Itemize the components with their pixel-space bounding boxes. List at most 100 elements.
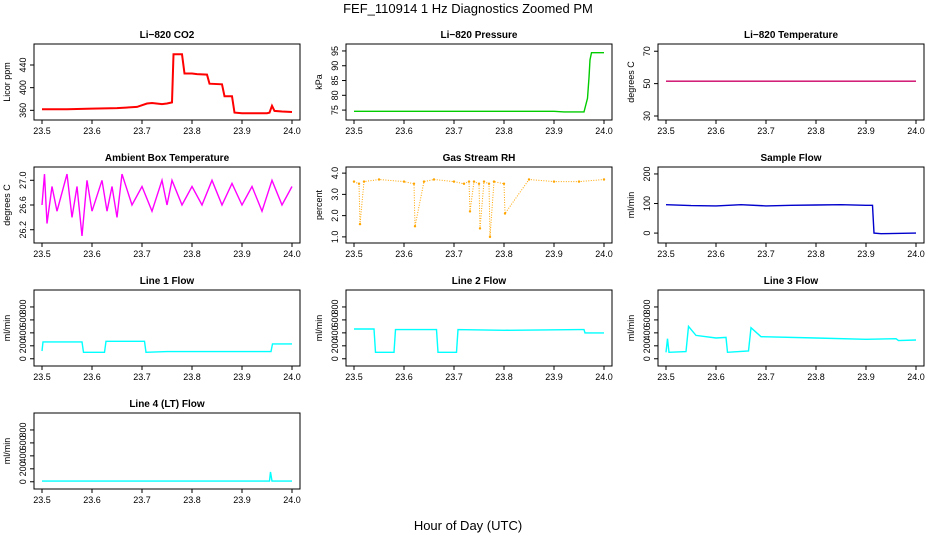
x-axis-title: Hour of Day (UTC) xyxy=(413,518,523,533)
x-tick-label: 23.8 xyxy=(183,372,201,382)
y-tick-label: 0 xyxy=(18,479,28,484)
data-point xyxy=(577,180,581,183)
y-axis-label: ml/min xyxy=(2,438,12,465)
panel-2: Li−820 Pressure kPa 23.5 23.6 23.7 23.8 23.9 24… xyxy=(314,30,613,136)
panel-10: Line 4 (LT) Flow ml/min 23.5 23.6 23.7 23.8 23… xyxy=(2,399,301,505)
x-tick-label: 23.9 xyxy=(233,249,251,259)
y-tick-label: 800 xyxy=(18,422,28,437)
data-point xyxy=(422,180,426,183)
y-tick-label: 800 xyxy=(642,299,652,314)
y-tick-label: 100 xyxy=(642,196,652,211)
y-tick-label: 3.0 xyxy=(330,188,340,201)
x-tick-label: 23.9 xyxy=(233,372,251,382)
data-point xyxy=(358,222,362,226)
y-tick-label: 800 xyxy=(18,299,28,314)
x-tick-label: 23.7 xyxy=(445,249,463,259)
x-tick-label: 23.8 xyxy=(807,126,825,136)
x-tick-label: 24.0 xyxy=(595,126,613,136)
y-tick-label: 0 xyxy=(642,356,652,361)
x-tick-label: 23.8 xyxy=(183,126,201,136)
y-tick-label: 70 xyxy=(642,46,652,56)
x-tick-label: 23.5 xyxy=(33,495,51,505)
y-axis-label: ml/min xyxy=(2,315,12,342)
x-tick-label: 23.9 xyxy=(857,126,875,136)
plot-frame xyxy=(657,43,925,121)
x-tick-label: 24.0 xyxy=(907,126,925,136)
y-tick-label: 360 xyxy=(18,103,28,118)
series-line xyxy=(665,203,917,235)
x-tick-label: 23.7 xyxy=(133,126,151,136)
x-tick-label: 23.5 xyxy=(33,372,51,382)
x-tick-label: 23.8 xyxy=(495,372,513,382)
panel-9: Line 3 Flow ml/min 23.5 23.6 23.7 23.8 23.9 24.… xyxy=(626,276,925,382)
x-tick-label: 24.0 xyxy=(595,249,613,259)
x-tick-label: 23.6 xyxy=(83,249,101,259)
x-tick-label: 23.9 xyxy=(233,495,251,505)
y-tick-label: 4.0 xyxy=(330,167,340,180)
y-tick-label: 50 xyxy=(642,79,652,89)
data-point xyxy=(477,182,481,185)
y-tick-label: 600 xyxy=(330,312,340,327)
panel-title: Line 1 Flow xyxy=(140,276,195,287)
plot-frame xyxy=(33,412,301,490)
x-tick-label: 23.8 xyxy=(183,249,201,259)
y-tick-label: 400 xyxy=(642,325,652,340)
x-tick-label: 23.5 xyxy=(657,249,675,259)
data-point xyxy=(478,227,482,230)
y-tick-label: 200 xyxy=(642,338,652,353)
data-point xyxy=(377,178,381,181)
plot-frame xyxy=(345,166,613,244)
x-tick-label: 24.0 xyxy=(283,126,301,136)
series-line xyxy=(42,471,292,482)
y-tick-label: 200 xyxy=(18,461,28,476)
x-tick-label: 23.9 xyxy=(545,249,563,259)
panel-title: Line 2 Flow xyxy=(452,276,507,287)
panel-7: Line 1 Flow ml/min 23.5 23.6 23.7 23.8 23.9 24.… xyxy=(2,276,301,382)
x-tick-label: 23.7 xyxy=(133,372,151,382)
data-point xyxy=(462,182,466,185)
x-tick-label: 23.7 xyxy=(133,495,151,505)
plot-frame xyxy=(657,166,925,244)
y-axis-label: ml/min xyxy=(626,315,636,342)
plot-frame xyxy=(345,43,613,121)
x-tick-label: 23.5 xyxy=(345,249,363,259)
y-axis-label: ml/min xyxy=(314,315,324,342)
data-point xyxy=(357,182,361,185)
x-tick-label: 24.0 xyxy=(283,495,301,505)
series-line xyxy=(354,52,604,113)
data-point xyxy=(362,180,366,183)
x-tick-label: 23.6 xyxy=(707,126,725,136)
panel-title: Li−820 Temperature xyxy=(744,30,838,41)
x-tick-label: 24.0 xyxy=(283,372,301,382)
y-tick-label: 0 xyxy=(330,356,340,361)
x-tick-label: 23.8 xyxy=(807,372,825,382)
data-point xyxy=(502,182,506,185)
plot-frame xyxy=(657,289,925,367)
y-tick-label: 400 xyxy=(330,325,340,340)
x-tick-label: 23.8 xyxy=(495,126,513,136)
x-tick-label: 23.8 xyxy=(807,249,825,259)
x-tick-label: 24.0 xyxy=(907,372,925,382)
y-tick-label: 200 xyxy=(330,338,340,353)
y-tick-label: 600 xyxy=(18,312,28,327)
data-point xyxy=(413,225,417,228)
data-point xyxy=(487,182,491,185)
y-axis-label: Licor ppm xyxy=(2,62,12,102)
panel-title: Line 3 Flow xyxy=(764,276,819,287)
y-axis-label: kPa xyxy=(314,74,324,90)
data-point xyxy=(552,180,556,183)
plot-frame xyxy=(33,43,301,121)
y-tick-label: 80 xyxy=(330,90,340,100)
x-tick-label: 23.6 xyxy=(83,126,101,136)
x-tick-label: 23.7 xyxy=(757,126,775,136)
x-tick-label: 23.7 xyxy=(757,249,775,259)
y-tick-label: 95 xyxy=(330,46,340,56)
y-axis-label: percent xyxy=(314,189,324,220)
x-tick-label: 23.5 xyxy=(33,126,51,136)
data-point xyxy=(482,180,486,183)
y-tick-label: 400 xyxy=(18,325,28,340)
plot-frame xyxy=(345,289,613,367)
x-tick-label: 23.5 xyxy=(345,372,363,382)
